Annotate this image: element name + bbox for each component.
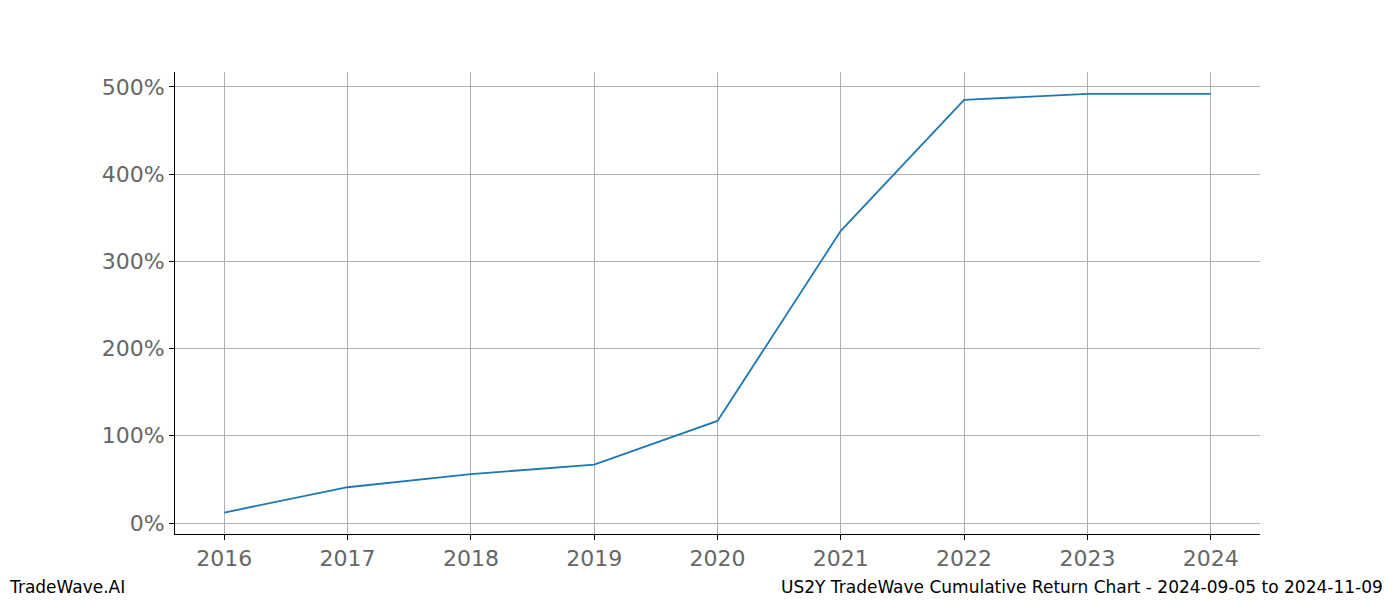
svg-text:2024: 2024 [1183,546,1239,571]
svg-text:200%: 200% [102,336,165,361]
svg-text:2019: 2019 [566,546,622,571]
svg-text:0%: 0% [130,511,165,536]
svg-text:US2Y TradeWave Cumulative Retu: US2Y TradeWave Cumulative Return Chart -… [781,577,1383,597]
svg-text:TradeWave.AI: TradeWave.AI [9,577,125,597]
svg-text:2022: 2022 [936,546,992,571]
svg-text:2017: 2017 [320,546,376,571]
svg-text:2018: 2018 [443,546,499,571]
svg-text:2023: 2023 [1059,546,1115,571]
svg-text:2021: 2021 [813,546,869,571]
svg-text:100%: 100% [102,423,165,448]
svg-text:2016: 2016 [196,546,252,571]
svg-text:500%: 500% [102,75,165,100]
svg-text:400%: 400% [102,162,165,187]
svg-text:300%: 300% [102,249,165,274]
svg-text:2020: 2020 [690,546,746,571]
